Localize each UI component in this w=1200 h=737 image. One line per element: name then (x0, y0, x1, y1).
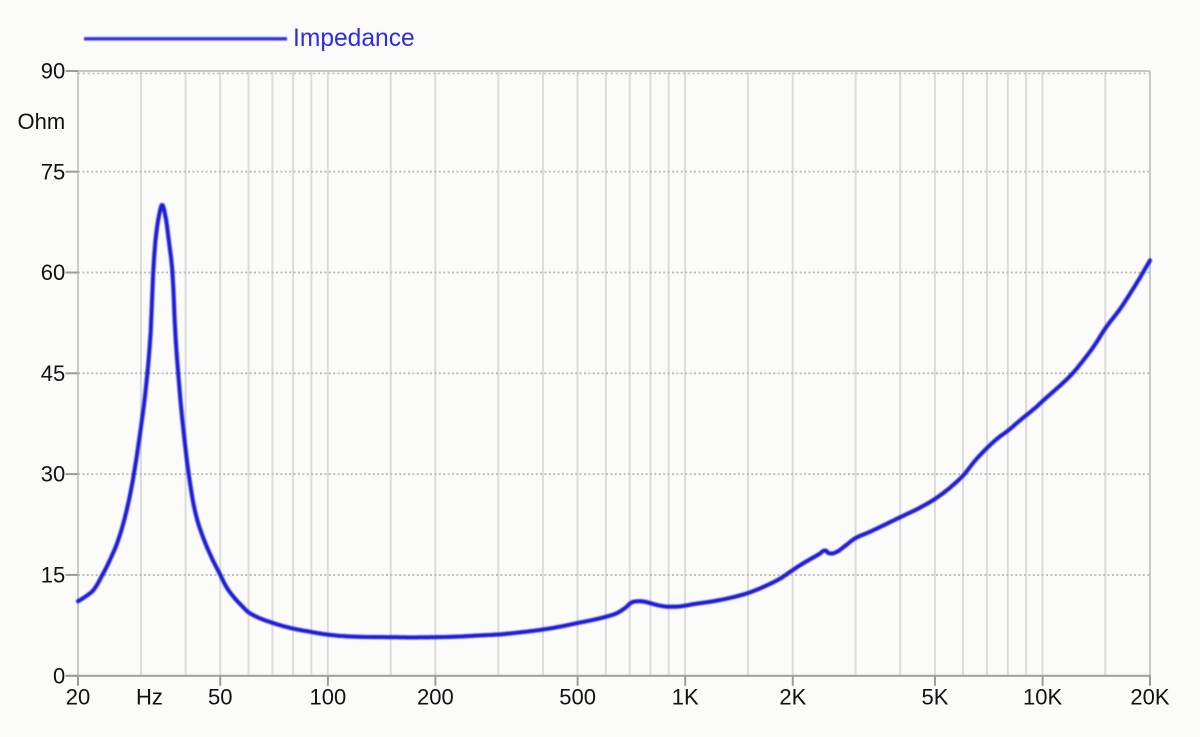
svg-text:60: 60 (41, 260, 65, 285)
svg-text:2K: 2K (779, 685, 806, 710)
svg-text:Impedance: Impedance (293, 25, 415, 52)
svg-text:Hz: Hz (136, 685, 163, 710)
svg-text:75: 75 (41, 159, 65, 184)
svg-text:0: 0 (53, 663, 65, 688)
svg-text:500: 500 (559, 685, 596, 710)
svg-text:45: 45 (41, 361, 65, 386)
svg-text:1K: 1K (672, 685, 699, 710)
svg-text:90: 90 (41, 59, 65, 84)
svg-text:50: 50 (208, 685, 232, 710)
svg-text:30: 30 (41, 462, 65, 487)
svg-text:10K: 10K (1023, 685, 1062, 710)
svg-text:100: 100 (310, 685, 347, 710)
svg-text:5K: 5K (922, 685, 949, 710)
svg-text:200: 200 (417, 685, 454, 710)
svg-text:15: 15 (41, 563, 65, 588)
svg-text:Ohm: Ohm (18, 109, 66, 134)
svg-text:20: 20 (66, 685, 90, 710)
svg-text:20K: 20K (1130, 685, 1169, 710)
